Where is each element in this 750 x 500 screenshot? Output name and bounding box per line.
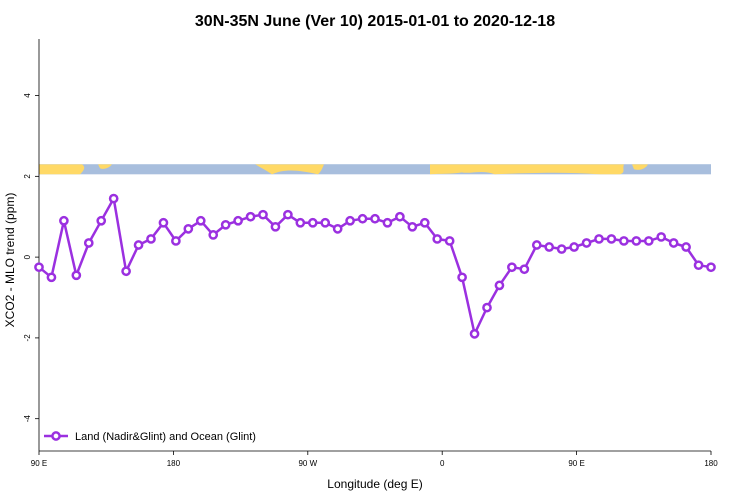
chart-title: 30N-35N June (Ver 10) 2015-01-01 to 2020…: [195, 13, 555, 30]
data-point: [220, 219, 231, 230]
data-point: [469, 329, 480, 339]
data-point: [382, 217, 393, 228]
data-point: [332, 223, 343, 234]
data-point: [581, 238, 592, 248]
data-point: [320, 217, 331, 228]
data-point: [569, 242, 579, 252]
legend-label: Land (Nadir&Glint) and Ocean (Glint): [75, 431, 256, 443]
surface-band-ocean: [39, 164, 711, 175]
data-point: [482, 302, 492, 313]
data-point: [108, 193, 119, 204]
data-point: [121, 266, 131, 277]
data-point: [407, 221, 418, 232]
data-point: [83, 238, 94, 248]
data-point: [668, 238, 679, 248]
data-point: [307, 217, 318, 228]
y-tick-label: -4: [23, 415, 32, 423]
data-point: [519, 264, 530, 275]
data-point: [158, 217, 169, 228]
data-point: [171, 236, 181, 246]
data-point: [693, 260, 704, 271]
data-point: [283, 209, 293, 220]
x-tick-label: 90 E: [568, 459, 584, 468]
surface-band-land-5: [632, 164, 648, 170]
x-axis-label: Longitude (deg E): [327, 477, 422, 491]
data-point: [681, 242, 691, 252]
data-point: [96, 215, 107, 226]
data-point: [245, 211, 256, 222]
x-tick-label: 90 E: [31, 459, 47, 468]
data-point: [71, 270, 82, 281]
data-point: [258, 209, 268, 220]
data-point: [444, 236, 455, 246]
data-point: [146, 234, 156, 244]
data-point: [643, 236, 654, 246]
data-point: [619, 236, 629, 246]
data-point: [195, 215, 206, 226]
x-tick-label: 0: [440, 459, 445, 468]
data-point: [357, 213, 368, 224]
y-tick-label: 2: [23, 174, 32, 179]
data-point: [133, 240, 144, 250]
y-tick-label: 0: [23, 254, 32, 259]
x-tick-label: 90 W: [298, 459, 317, 468]
data-point: [233, 215, 243, 226]
x-tick-label: 180: [167, 459, 181, 468]
data-point: [34, 262, 44, 273]
y-tick-label: -2: [23, 334, 32, 342]
data-point: [208, 230, 219, 240]
data-point: [507, 262, 517, 273]
data-point: [606, 234, 617, 244]
x-tick-label: 180: [704, 459, 718, 468]
data-point: [631, 236, 642, 246]
legend-marker: [51, 431, 61, 441]
surface-band-land-2: [98, 164, 112, 169]
y-axis-label: XCO2 - MLO trend (ppm): [3, 193, 17, 328]
surface-band-land-1: [39, 164, 85, 175]
plot-area: 90 E 180 90 W 0 90 E 180 -4 -2 0 2 4 Land (Nadir&Gl…: [23, 39, 718, 468]
data-point: [46, 272, 57, 283]
data-point: [395, 211, 405, 222]
data-point: [370, 213, 380, 224]
data-point: [544, 242, 555, 252]
data-point: [59, 215, 69, 226]
y-tick-label: 4: [23, 93, 32, 98]
data-point: [183, 223, 194, 234]
data-point: [706, 262, 716, 273]
data-point: [295, 217, 306, 228]
surface-band-land-3: [255, 164, 324, 175]
data-point: [270, 221, 281, 232]
data-point: [594, 234, 604, 244]
data-point: [432, 234, 443, 244]
data-point: [419, 217, 430, 228]
surface-band-land-4: [430, 164, 624, 175]
data-point: [494, 280, 505, 291]
data-point: [556, 244, 567, 254]
data-point: [457, 272, 467, 283]
data-point: [531, 240, 542, 250]
data-point: [345, 215, 355, 226]
data-point: [656, 232, 667, 242]
